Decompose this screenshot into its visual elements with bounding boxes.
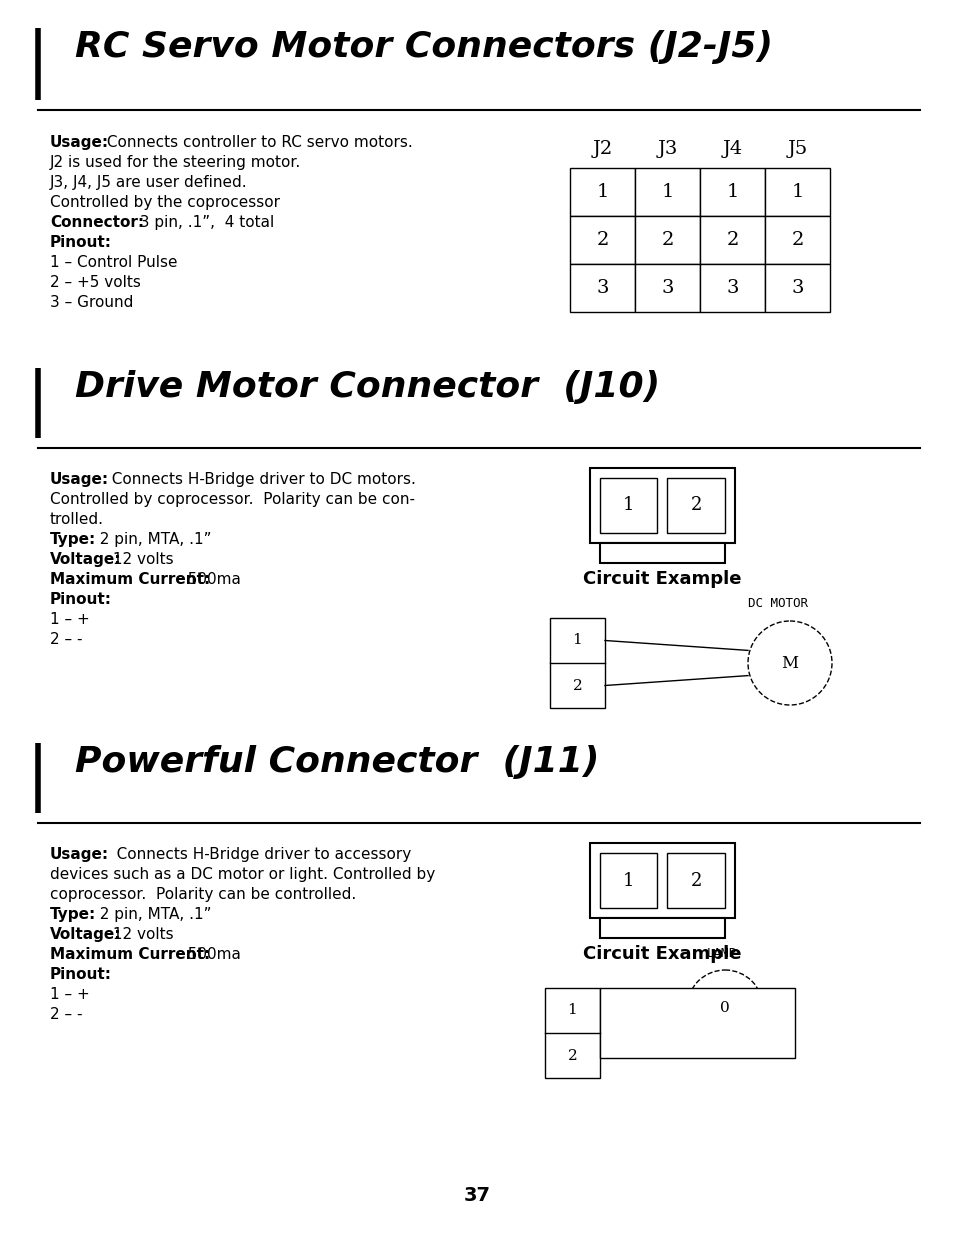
Text: 1: 1 (790, 183, 802, 201)
Bar (764, 216, 829, 264)
Text: 2: 2 (572, 678, 581, 693)
Text: 1: 1 (660, 183, 673, 201)
Text: 1: 1 (622, 496, 634, 515)
Text: J3, J4, J5 are user defined.: J3, J4, J5 are user defined. (50, 175, 248, 190)
Text: coprocessor.  Polarity can be controlled.: coprocessor. Polarity can be controlled. (50, 887, 355, 902)
Bar (635, 264, 700, 312)
Text: Powerful Connector  (J11): Powerful Connector (J11) (75, 745, 598, 779)
Text: 3: 3 (725, 279, 738, 296)
Bar (569, 264, 635, 312)
Text: 1 – Control Pulse: 1 – Control Pulse (50, 254, 177, 270)
Text: Voltage:: Voltage: (50, 927, 121, 942)
Text: devices such as a DC motor or light. Controlled by: devices such as a DC motor or light. Con… (50, 867, 435, 882)
Bar (589, 468, 734, 543)
Bar (550, 618, 604, 708)
Text: 2: 2 (596, 231, 608, 249)
Text: 2: 2 (690, 872, 701, 889)
Text: Type:: Type: (50, 906, 96, 923)
Bar (764, 168, 829, 216)
Text: 1 – +: 1 – + (50, 987, 90, 1002)
Text: Maximum Current:: Maximum Current: (50, 947, 210, 962)
Bar (599, 543, 724, 563)
Text: J3: J3 (657, 140, 677, 158)
Text: J2 is used for the steering motor.: J2 is used for the steering motor. (50, 156, 301, 170)
Text: 2: 2 (567, 1049, 577, 1062)
Text: 0: 0 (720, 1002, 729, 1015)
Text: 37: 37 (463, 1186, 490, 1205)
Text: 1: 1 (572, 634, 581, 647)
Text: Drive Motor Connector  (J10): Drive Motor Connector (J10) (75, 370, 659, 404)
Bar (700, 264, 764, 312)
Text: 3 – Ground: 3 – Ground (50, 295, 133, 310)
Text: Maximum Current:: Maximum Current: (50, 572, 210, 587)
Text: 3 pin, .1”,  4 total: 3 pin, .1”, 4 total (130, 215, 274, 230)
Text: Controlled by the coprocessor: Controlled by the coprocessor (50, 195, 280, 210)
Bar (599, 478, 657, 534)
Text: 2: 2 (690, 496, 701, 515)
Text: Pinout:: Pinout: (50, 967, 112, 982)
Text: 500ma: 500ma (178, 947, 240, 962)
Bar (589, 844, 734, 918)
Text: M: M (781, 655, 798, 672)
Text: 1: 1 (622, 872, 634, 889)
Text: RC Servo Motor Connectors (J2-J5): RC Servo Motor Connectors (J2-J5) (75, 30, 772, 64)
Text: 2: 2 (790, 231, 802, 249)
Text: 500ma: 500ma (178, 572, 240, 587)
Bar (569, 216, 635, 264)
Bar (569, 168, 635, 216)
Text: Usage:: Usage: (50, 472, 109, 487)
Bar (599, 988, 794, 1058)
Text: 2: 2 (725, 231, 738, 249)
Text: Pinout:: Pinout: (50, 592, 112, 606)
Text: 1: 1 (567, 1004, 577, 1018)
Text: 1 – +: 1 – + (50, 613, 90, 627)
Text: J4: J4 (721, 140, 741, 158)
Text: Connects controller to RC servo motors.: Connects controller to RC servo motors. (102, 135, 413, 149)
Text: Connector:: Connector: (50, 215, 144, 230)
Bar (599, 918, 724, 939)
Text: 1: 1 (725, 183, 738, 201)
Text: 3: 3 (660, 279, 673, 296)
Bar (700, 168, 764, 216)
Text: 12 volts: 12 volts (108, 552, 173, 567)
Text: 3: 3 (596, 279, 608, 296)
Text: Type:: Type: (50, 532, 96, 547)
Text: LAMP: LAMP (706, 947, 737, 960)
Text: trolled.: trolled. (50, 513, 104, 527)
Text: 2: 2 (660, 231, 673, 249)
Text: 2 – +5 volts: 2 – +5 volts (50, 275, 141, 290)
Bar (635, 168, 700, 216)
Text: 2 – -: 2 – - (50, 1007, 82, 1023)
Text: Connects H-Bridge driver to DC motors.: Connects H-Bridge driver to DC motors. (102, 472, 416, 487)
Text: Circuit Example: Circuit Example (582, 945, 740, 963)
Text: Voltage:: Voltage: (50, 552, 121, 567)
Circle shape (686, 969, 762, 1046)
Text: 2 pin, MTA, .1”: 2 pin, MTA, .1” (90, 906, 212, 923)
Text: J2: J2 (592, 140, 612, 158)
Bar (667, 853, 724, 908)
Bar (544, 988, 599, 1078)
Text: J5: J5 (786, 140, 807, 158)
Text: 2 – -: 2 – - (50, 632, 82, 647)
Bar (700, 216, 764, 264)
Circle shape (747, 621, 831, 705)
Bar (667, 478, 724, 534)
Text: 3: 3 (790, 279, 803, 296)
Text: Usage:: Usage: (50, 135, 109, 149)
Bar (599, 853, 657, 908)
Text: 2 pin, MTA, .1”: 2 pin, MTA, .1” (90, 532, 212, 547)
Text: Controlled by coprocessor.  Polarity can be con-: Controlled by coprocessor. Polarity can … (50, 492, 415, 508)
Bar (635, 216, 700, 264)
Text: 12 volts: 12 volts (108, 927, 173, 942)
Text: Connects H-Bridge driver to accessory: Connects H-Bridge driver to accessory (102, 847, 411, 862)
Text: Usage:: Usage: (50, 847, 109, 862)
Text: Circuit Example: Circuit Example (582, 571, 740, 588)
Text: DC MOTOR: DC MOTOR (747, 597, 807, 610)
Bar (764, 264, 829, 312)
Text: Pinout:: Pinout: (50, 235, 112, 249)
Text: 1: 1 (596, 183, 608, 201)
